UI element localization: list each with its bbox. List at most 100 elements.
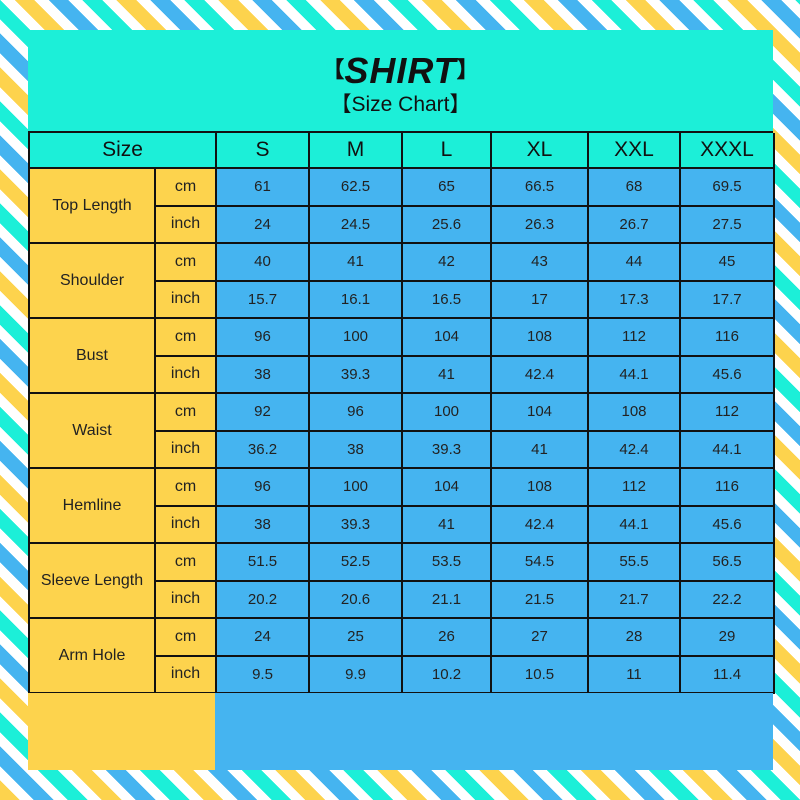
measurement-label: Waist: [30, 394, 156, 469]
table-cell: 16.5: [403, 281, 492, 319]
table-cell: 100: [310, 319, 403, 357]
table-cell: 42: [403, 244, 492, 282]
measurement-label: Hemline: [30, 469, 156, 544]
table-cell: 42.4: [492, 506, 589, 544]
table-cell: 112: [681, 394, 775, 432]
table-cell: 39.3: [310, 506, 403, 544]
footer-blue: [215, 693, 773, 770]
chart-header: 【SHIRT】 【Size Chart】: [28, 50, 773, 118]
title-text: SHIRT: [344, 50, 457, 91]
table-cell: 9.5: [217, 656, 310, 694]
table-cell: 68: [589, 169, 681, 207]
table-cell: 26: [403, 619, 492, 657]
table-cell: 36.2: [217, 431, 310, 469]
table-cell: 96: [310, 394, 403, 432]
bracket-right: 】: [456, 57, 479, 82]
table-cell: 21.1: [403, 581, 492, 619]
size-column-header: M: [310, 133, 403, 169]
product-title: 【SHIRT】: [28, 50, 773, 92]
table-cell: 24: [217, 619, 310, 657]
table-cell: 38: [310, 431, 403, 469]
table-cell: 92: [217, 394, 310, 432]
table-cell: 24.5: [310, 206, 403, 244]
table-cell: 66.5: [492, 169, 589, 207]
table-cell: 38: [217, 506, 310, 544]
table-cell: 17.7: [681, 281, 775, 319]
measurement-label: Top Length: [30, 169, 156, 244]
table-cell: 28: [589, 619, 681, 657]
table-cell: 45.6: [681, 356, 775, 394]
table-cell: 108: [589, 394, 681, 432]
unit-label: inch: [156, 431, 217, 469]
table-cell: 38: [217, 356, 310, 394]
table-cell: 15.7: [217, 281, 310, 319]
table-cell: 44.1: [589, 356, 681, 394]
table-cell: 17.3: [589, 281, 681, 319]
table-cell: 96: [217, 319, 310, 357]
table-cell: 42.4: [589, 431, 681, 469]
unit-label: inch: [156, 506, 217, 544]
table-cell: 54.5: [492, 544, 589, 582]
unit-label: cm: [156, 394, 217, 432]
table-cell: 26.7: [589, 206, 681, 244]
table-cell: 10.2: [403, 656, 492, 694]
table-cell: 44.1: [681, 431, 775, 469]
table-cell: 112: [589, 469, 681, 507]
unit-label: inch: [156, 206, 217, 244]
unit-label: cm: [156, 244, 217, 282]
table-cell: 42.4: [492, 356, 589, 394]
table-cell: 52.5: [310, 544, 403, 582]
table-cell: 25.6: [403, 206, 492, 244]
unit-label: inch: [156, 581, 217, 619]
table-cell: 108: [492, 319, 589, 357]
table-cell: 21.5: [492, 581, 589, 619]
unit-label: cm: [156, 544, 217, 582]
table-cell: 53.5: [403, 544, 492, 582]
table-cell: 51.5: [217, 544, 310, 582]
table-cell: 41: [403, 506, 492, 544]
table-cell: 112: [589, 319, 681, 357]
footer-yellow: [28, 693, 215, 770]
unit-label: cm: [156, 469, 217, 507]
unit-label: inch: [156, 356, 217, 394]
size-column-header: XXL: [589, 133, 681, 169]
table-cell: 61: [217, 169, 310, 207]
size-header: Size: [30, 133, 217, 169]
table-cell: 22.2: [681, 581, 775, 619]
table-cell: 40: [217, 244, 310, 282]
table-cell: 104: [492, 394, 589, 432]
table-cell: 44: [589, 244, 681, 282]
table-cell: 16.1: [310, 281, 403, 319]
size-column-header: L: [403, 133, 492, 169]
table-cell: 20.6: [310, 581, 403, 619]
measurement-label: Arm Hole: [30, 619, 156, 694]
table-cell: 116: [681, 469, 775, 507]
table-cell: 10.5: [492, 656, 589, 694]
table-cell: 55.5: [589, 544, 681, 582]
table-cell: 96: [217, 469, 310, 507]
table-cell: 100: [403, 394, 492, 432]
table-cell: 24: [217, 206, 310, 244]
table-cell: 104: [403, 469, 492, 507]
measurement-label: Bust: [30, 319, 156, 394]
table-cell: 100: [310, 469, 403, 507]
table-cell: 45: [681, 244, 775, 282]
table-cell: 62.5: [310, 169, 403, 207]
table-cell: 39.3: [403, 431, 492, 469]
table-cell: 108: [492, 469, 589, 507]
table-cell: 25: [310, 619, 403, 657]
size-chart-card: 【SHIRT】 【Size Chart】 Size S M L XL XXL XXXL To…: [28, 30, 775, 770]
table-cell: 27.5: [681, 206, 775, 244]
table-cell: 20.2: [217, 581, 310, 619]
size-column-header: S: [217, 133, 310, 169]
size-table: Size S M L XL XXL XXXL Top Length cm 61 62.5 65 66.…: [28, 131, 775, 694]
table-cell: 41: [310, 244, 403, 282]
measurement-label: Sleeve Length: [30, 544, 156, 619]
table-cell: 9.9: [310, 656, 403, 694]
table-cell: 56.5: [681, 544, 775, 582]
table-cell: 21.7: [589, 581, 681, 619]
unit-label: cm: [156, 169, 217, 207]
table-cell: 29: [681, 619, 775, 657]
table-cell: 39.3: [310, 356, 403, 394]
measurement-label: Shoulder: [30, 244, 156, 319]
